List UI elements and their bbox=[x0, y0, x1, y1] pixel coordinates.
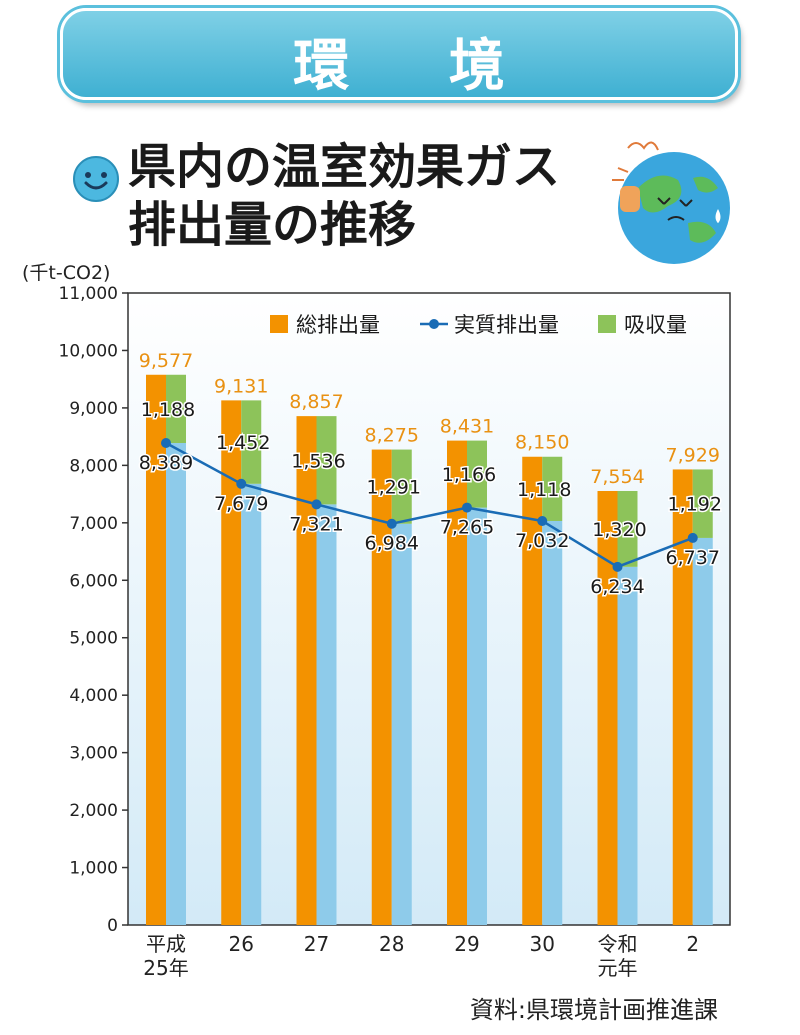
y-tick-label: 4,000 bbox=[69, 686, 118, 706]
y-tick-label: 2,000 bbox=[69, 801, 118, 821]
absorption-value-label: 1,452 bbox=[216, 432, 270, 454]
source-note: 資料:県環境計画推進課 bbox=[469, 996, 718, 1024]
total-value-label: 9,577 bbox=[139, 350, 193, 372]
y-axis-unit-label: (千t-CO2) bbox=[22, 262, 111, 284]
actual-bar bbox=[316, 504, 337, 925]
absorption-bar bbox=[241, 400, 262, 484]
total-bar bbox=[522, 456, 543, 925]
actual-value-label: 6,737 bbox=[666, 547, 720, 569]
y-tick-label: 11,000 bbox=[59, 284, 118, 304]
absorption-bar bbox=[617, 490, 638, 567]
actual-value-label: 7,265 bbox=[440, 517, 494, 539]
legend-label-actual: 実質排出量 bbox=[454, 313, 559, 337]
actual-emissions-point bbox=[161, 438, 171, 449]
total-bar bbox=[597, 490, 618, 925]
total-value-label: 7,554 bbox=[590, 466, 644, 488]
actual-value-label: 7,679 bbox=[214, 493, 268, 515]
actual-emissions-line bbox=[165, 441, 694, 569]
absorption-bar bbox=[692, 469, 713, 538]
total-bar bbox=[447, 440, 467, 925]
absorption-bar bbox=[542, 456, 563, 521]
y-tick-label: 0 bbox=[107, 916, 118, 936]
absorption-value-label: 1,188 bbox=[141, 399, 195, 421]
x-tick-label: 27 bbox=[304, 932, 329, 956]
actual-bar bbox=[617, 566, 638, 925]
absorption-value-label: 1,192 bbox=[668, 494, 722, 516]
actual-emissions-point bbox=[386, 518, 397, 529]
absorption-value-label: 1,536 bbox=[291, 450, 345, 472]
actual-bar bbox=[166, 443, 186, 925]
total-value-label: 8,431 bbox=[440, 416, 494, 438]
total-bar bbox=[371, 449, 392, 925]
legend-swatch-total bbox=[270, 315, 288, 333]
chart-heading: 県内の温室効果ガス 排出量の推移 bbox=[128, 138, 560, 254]
absorption-bar bbox=[316, 416, 337, 505]
legend-swatch-absorption bbox=[598, 315, 616, 333]
actual-bar bbox=[241, 483, 262, 925]
legend-label-absorption: 吸収量 bbox=[624, 313, 687, 337]
heading-line-1: 県内の温室効果ガス bbox=[128, 139, 561, 195]
heading-line-2: 排出量の推移 bbox=[128, 197, 417, 253]
x-tick-label: 30 bbox=[530, 932, 555, 956]
title-banner: 環 境 bbox=[60, 8, 738, 100]
y-tick-label: 3,000 bbox=[69, 744, 118, 764]
y-tick-label: 10,000 bbox=[59, 341, 118, 361]
actual-emissions-point bbox=[687, 532, 698, 543]
total-bar bbox=[296, 416, 317, 925]
x-tick-label: 29 bbox=[454, 932, 479, 956]
x-tick-label: 平成 bbox=[146, 932, 186, 956]
actual-value-label: 7,321 bbox=[289, 513, 343, 535]
total-value-label: 9,131 bbox=[214, 375, 268, 397]
absorption-value-label: 1,291 bbox=[367, 477, 421, 499]
y-tick-label: 6,000 bbox=[69, 571, 118, 591]
total-bar bbox=[221, 400, 242, 925]
absorption-bar bbox=[391, 449, 412, 524]
actual-emissions-point bbox=[537, 515, 548, 526]
absorption-value-label: 1,166 bbox=[442, 464, 496, 486]
legend-marker-actual bbox=[429, 319, 439, 329]
total-value-label: 8,275 bbox=[365, 425, 419, 447]
actual-bar bbox=[467, 507, 487, 925]
actual-bar bbox=[542, 520, 563, 925]
total-bar bbox=[146, 374, 166, 925]
sweating-earth-icon bbox=[612, 141, 730, 264]
absorption-bar bbox=[166, 374, 186, 444]
actual-emissions-point bbox=[612, 561, 623, 572]
x-tick-label: 2 bbox=[686, 932, 699, 956]
actual-emissions-point bbox=[311, 499, 322, 510]
smiley-face-icon bbox=[73, 156, 119, 202]
absorption-value-label: 1,320 bbox=[592, 519, 646, 541]
y-tick-label: 9,000 bbox=[69, 399, 118, 419]
absorption-value-label: 1,118 bbox=[517, 479, 571, 501]
emissions-chart: 0 1,000 2,000 3,000 4,000 5,000 6,000 7,000 8,00… bbox=[59, 284, 731, 980]
x-tick-label: 25年 bbox=[143, 956, 188, 980]
actual-emissions-point bbox=[462, 502, 472, 513]
actual-value-label: 6,234 bbox=[590, 576, 644, 598]
total-value-label: 7,929 bbox=[666, 444, 720, 466]
actual-value-label: 6,984 bbox=[365, 533, 419, 555]
x-tick-label: 26 bbox=[229, 932, 254, 956]
y-tick-label: 1,000 bbox=[69, 859, 118, 879]
y-tick-label: 5,000 bbox=[69, 629, 118, 649]
x-tick-label: 元年 bbox=[598, 956, 638, 980]
actual-emissions-point bbox=[236, 478, 247, 489]
x-tick-label: 28 bbox=[379, 932, 404, 956]
x-tick-label: 令和 bbox=[598, 932, 638, 956]
total-value-label: 8,150 bbox=[515, 432, 569, 454]
y-tick-label: 7,000 bbox=[69, 514, 118, 534]
actual-bar bbox=[692, 537, 713, 925]
absorption-bar bbox=[467, 440, 487, 508]
y-tick-label: 8,000 bbox=[69, 456, 118, 476]
actual-value-label: 8,389 bbox=[139, 452, 193, 474]
actual-bar bbox=[391, 523, 412, 925]
legend-label-total: 総排出量 bbox=[296, 313, 380, 337]
total-value-label: 8,857 bbox=[289, 391, 343, 413]
total-bar bbox=[672, 469, 693, 925]
banner-title: 環 境 bbox=[293, 34, 545, 99]
actual-value-label: 7,032 bbox=[515, 530, 569, 552]
